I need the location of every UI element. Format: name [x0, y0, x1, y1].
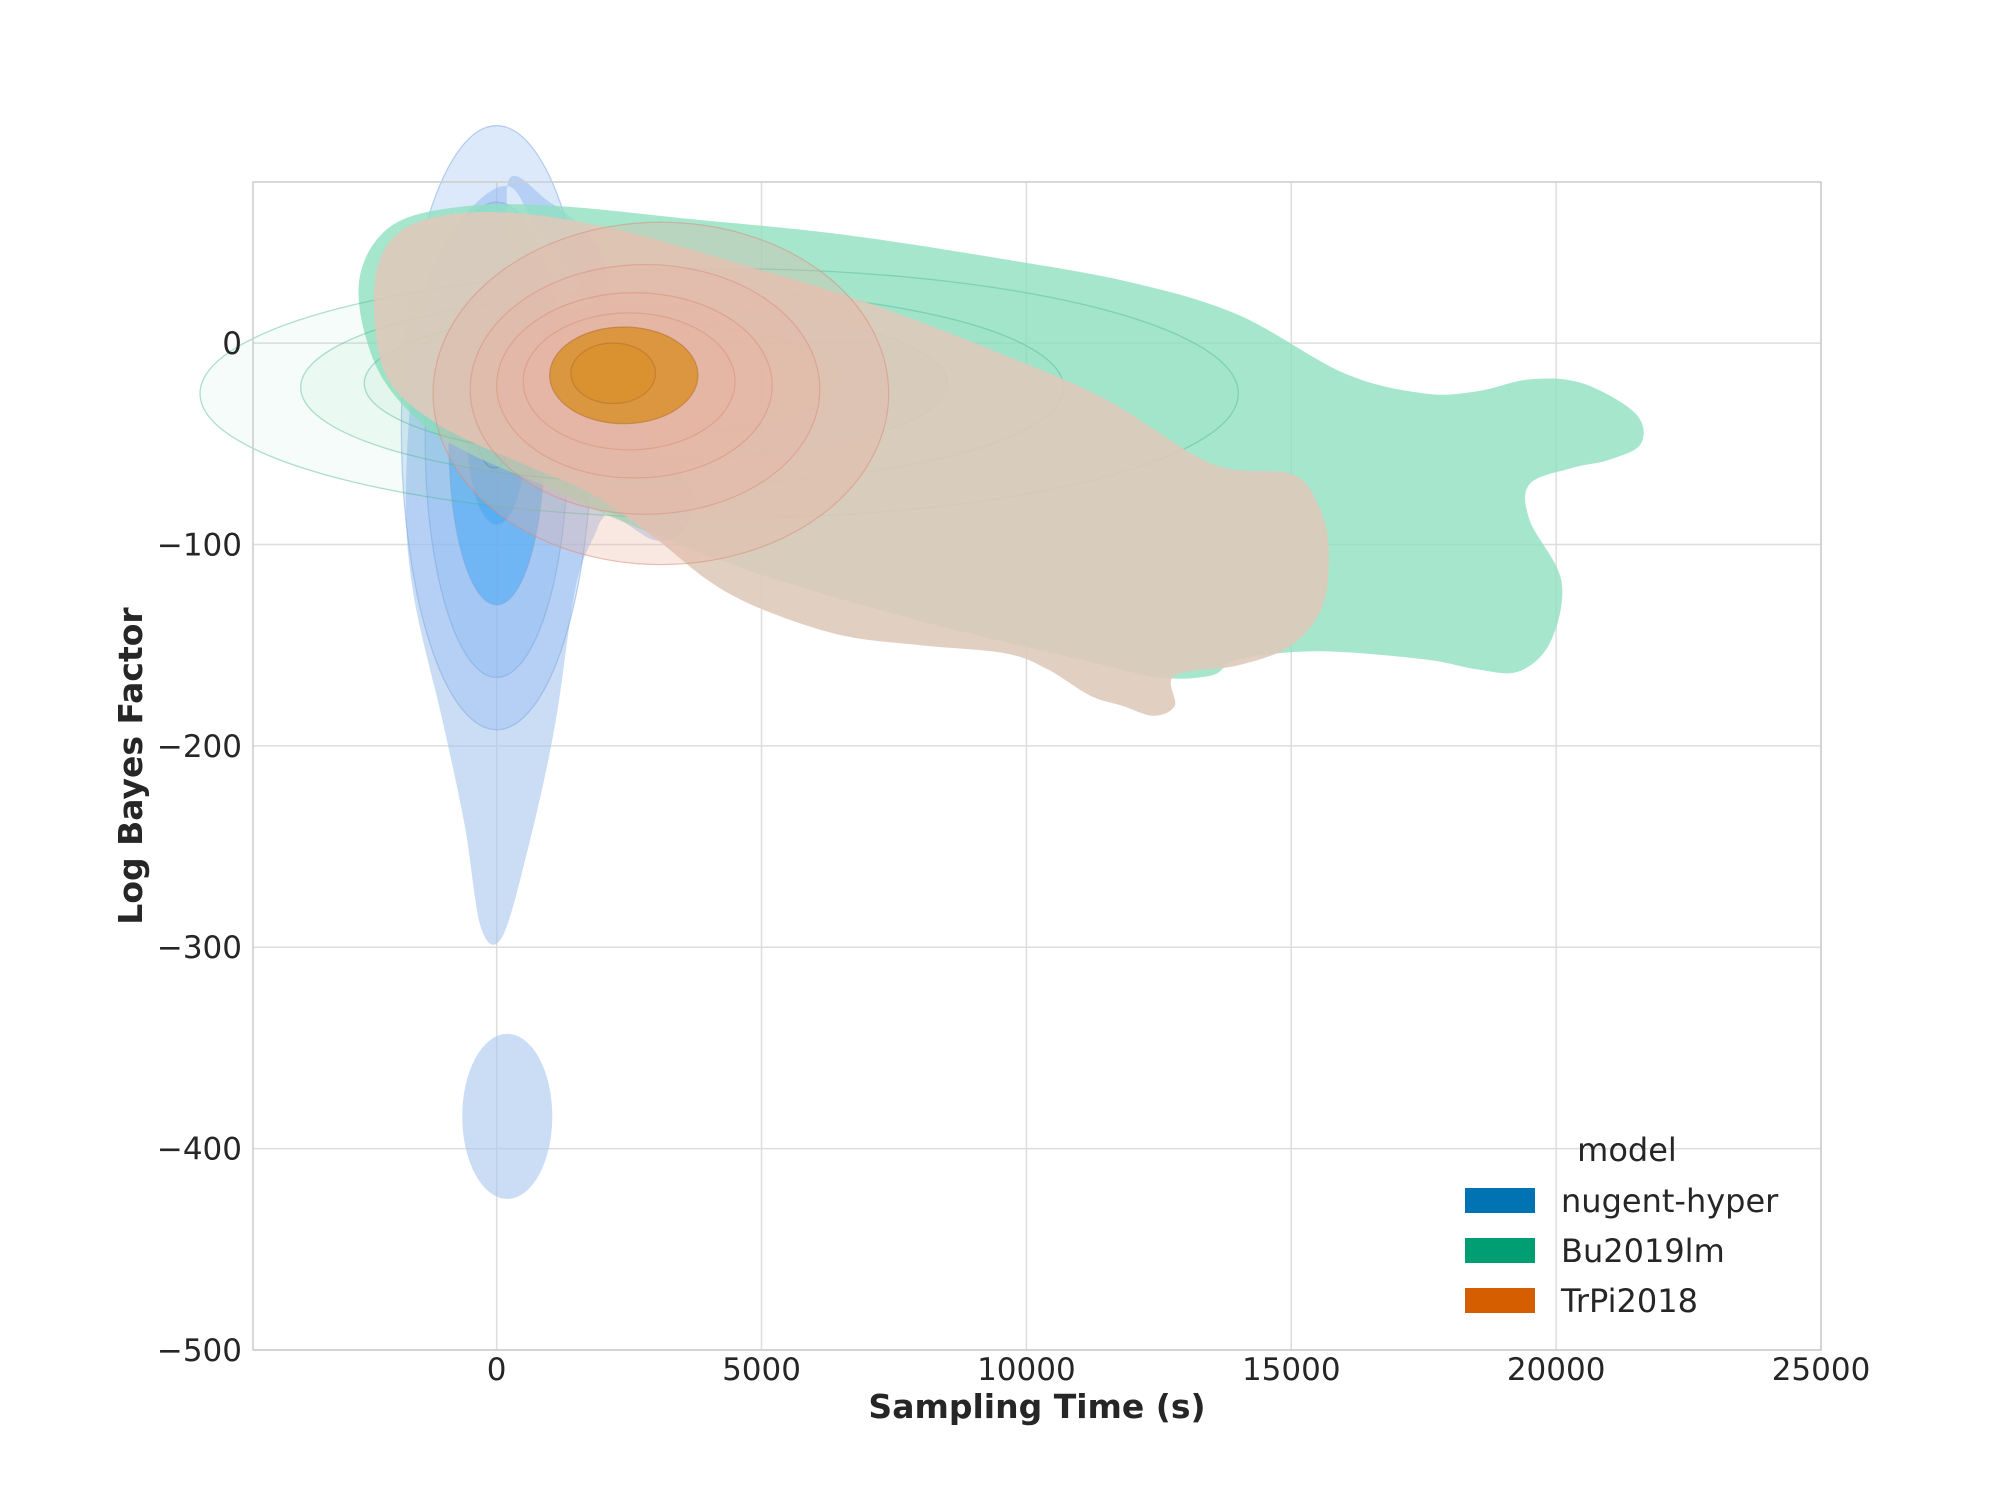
x-tick-label: 25000 [1772, 1352, 1871, 1388]
legend-swatch-bu2019lm [1465, 1238, 1535, 1263]
legend-label-trpi2018: TrPi2018 [1560, 1282, 1698, 1320]
x-tick-label: 20000 [1507, 1352, 1606, 1388]
legend-label-bu2019lm: Bu2019lm [1561, 1232, 1725, 1270]
x-tick-label: 0 [487, 1352, 507, 1388]
y-axis-label: Log Bayes Factor [111, 607, 150, 925]
y-tick-label: −300 [157, 930, 242, 966]
y-tick-label: −100 [157, 527, 242, 563]
legend: model nugent-hyper Bu2019lm TrPi2018 [1465, 1131, 1779, 1320]
legend-swatch-nugent-hyper [1465, 1188, 1535, 1213]
x-tick-label: 10000 [977, 1352, 1076, 1388]
legend-title: model [1577, 1131, 1677, 1169]
x-axis-label: Sampling Time (s) [868, 1387, 1205, 1426]
plot-frame [252, 181, 1822, 1351]
legend-swatch-trpi2018 [1465, 1288, 1535, 1313]
y-tick-label: 0 [222, 326, 242, 362]
y-tick-label: −200 [157, 729, 242, 765]
contour-level-trpi2018 [570, 342, 657, 405]
series-trpi2018 [373, 212, 1329, 716]
y-tick-label: −500 [157, 1333, 242, 1369]
series-group [199, 125, 1644, 1199]
x-tick-label: 5000 [722, 1352, 801, 1388]
contour-island-nugent-hyper [462, 1033, 553, 1199]
x-tick-label: 15000 [1242, 1352, 1341, 1388]
legend-label-nugent-hyper: nugent-hyper [1561, 1182, 1779, 1220]
ticks: 0 5000 10000 15000 20000 25000 0 −100 −200 −300 −4… [157, 326, 1870, 1388]
y-tick-label: −400 [157, 1132, 242, 1168]
